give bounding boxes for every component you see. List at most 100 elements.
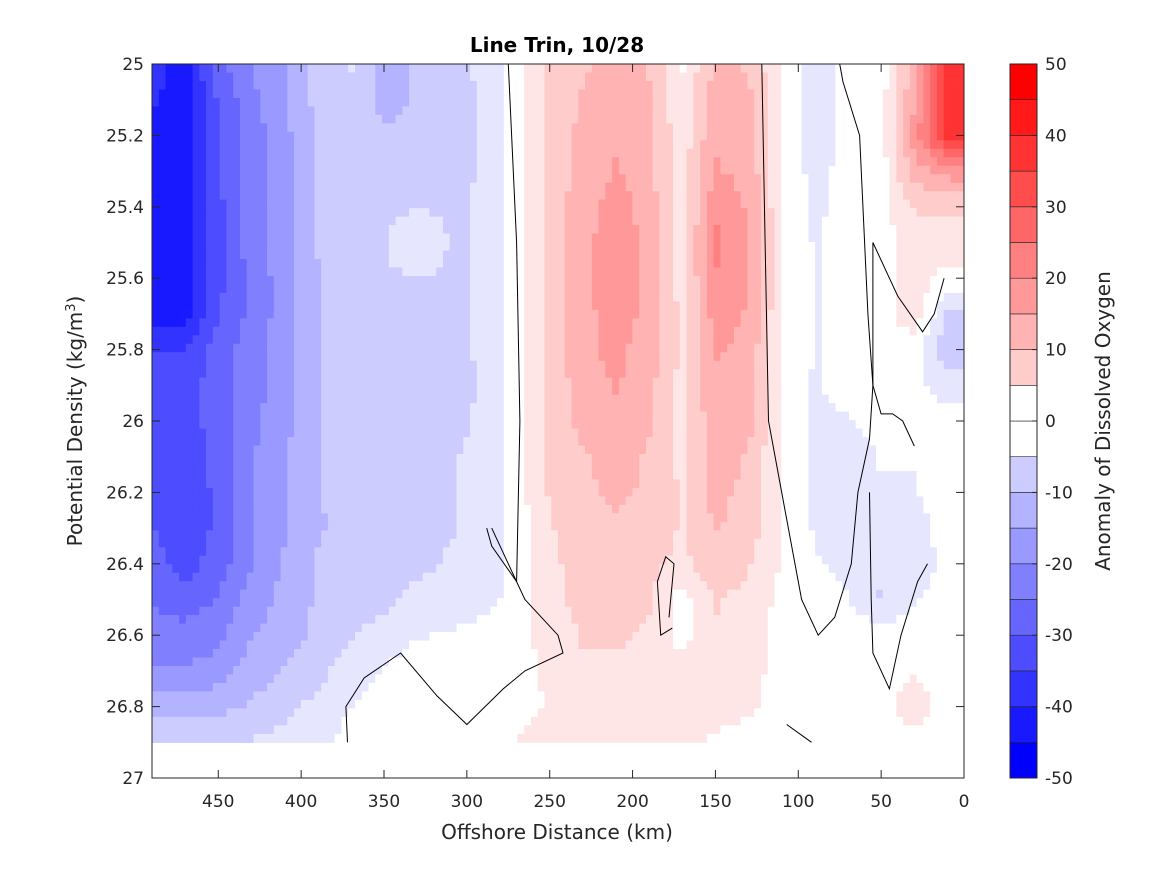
field-cell [693, 97, 701, 107]
field-cell [395, 301, 403, 311]
field-cell [260, 284, 268, 294]
field-cell [422, 267, 431, 277]
field-cell [226, 233, 234, 243]
field-cell [192, 259, 200, 269]
field-cell [551, 174, 559, 184]
field-cell [524, 326, 532, 336]
field-cell [618, 369, 627, 379]
field-cell [212, 123, 221, 133]
field-cell [456, 403, 464, 413]
field-cell [185, 360, 194, 370]
field-cell [835, 360, 843, 370]
field-cell [591, 64, 600, 74]
field-cell [517, 191, 525, 201]
field-cell [740, 97, 749, 107]
field-cell [747, 369, 755, 379]
field-cell [341, 64, 349, 74]
field-cell [713, 106, 721, 116]
field-cell [808, 403, 816, 413]
field-cell [794, 106, 803, 116]
field-cell [280, 114, 288, 124]
field-cell [666, 165, 674, 175]
field-cell [733, 225, 742, 235]
field-cell [470, 148, 478, 158]
field-cell [321, 174, 329, 184]
field-cell [889, 360, 897, 370]
field-cell [659, 140, 667, 150]
field-cell [260, 403, 268, 413]
field-cell [551, 301, 559, 311]
field-cell [246, 411, 255, 421]
field-cell [530, 326, 539, 336]
field-cell [801, 191, 809, 201]
field-cell [761, 140, 769, 150]
field-cell [327, 403, 336, 413]
field-cell [375, 64, 383, 74]
field-cell [503, 191, 512, 201]
field-cell [598, 148, 606, 158]
field-cell [368, 140, 376, 150]
field-cell [740, 131, 749, 141]
field-cell [761, 335, 769, 345]
field-cell [679, 72, 688, 82]
field-cell [524, 242, 532, 252]
field-cell [260, 250, 268, 260]
field-cell [524, 106, 532, 116]
field-cell [456, 148, 464, 158]
field-cell [152, 174, 160, 184]
field-cell [321, 140, 329, 150]
field-cell [686, 259, 694, 269]
field-cell [794, 140, 803, 150]
field-cell [659, 106, 667, 116]
field-cell [558, 140, 566, 150]
field-cell [950, 352, 958, 362]
field-cell [402, 80, 410, 91]
field-cell [476, 386, 485, 396]
field-cell [165, 394, 173, 404]
field-cell [233, 284, 241, 294]
field-cell [300, 386, 309, 396]
field-cell [645, 157, 654, 167]
field-cell [239, 326, 248, 336]
field-cell [774, 318, 782, 328]
field-cell [273, 335, 282, 345]
field-cell [747, 174, 755, 184]
field-cell [558, 411, 566, 421]
field-cell [483, 369, 491, 379]
field-cell [152, 360, 160, 370]
field-cell [341, 360, 349, 370]
field-cell [422, 208, 431, 218]
field-cell [280, 343, 288, 353]
field-cell [524, 123, 532, 133]
field-cell [625, 360, 634, 370]
field-cell [273, 131, 282, 141]
field-cell [395, 148, 403, 158]
field-cell [273, 292, 282, 303]
field-cell [239, 309, 248, 319]
field-cell [727, 301, 735, 311]
field-cell [470, 250, 478, 260]
field-cell [571, 114, 579, 124]
field-cell [355, 242, 363, 252]
field-cell [375, 301, 383, 311]
field-cell [321, 267, 329, 277]
field-cell [740, 233, 749, 243]
field-cell [903, 326, 911, 336]
field-cell [341, 157, 349, 167]
field-cell [720, 326, 728, 336]
field-cell [625, 191, 634, 201]
field-cell [409, 250, 417, 260]
field-cell [761, 284, 769, 294]
field-cell [916, 275, 924, 286]
field-cell [179, 335, 187, 345]
field-cell [876, 157, 884, 167]
field-cell [192, 326, 200, 336]
field-cell [666, 335, 674, 345]
field-cell [720, 199, 728, 209]
field-cell [815, 259, 823, 269]
field-cell [781, 250, 789, 260]
field-cell [395, 114, 403, 124]
field-cell [246, 225, 255, 235]
field-cell [219, 106, 228, 116]
field-cell [578, 165, 586, 175]
